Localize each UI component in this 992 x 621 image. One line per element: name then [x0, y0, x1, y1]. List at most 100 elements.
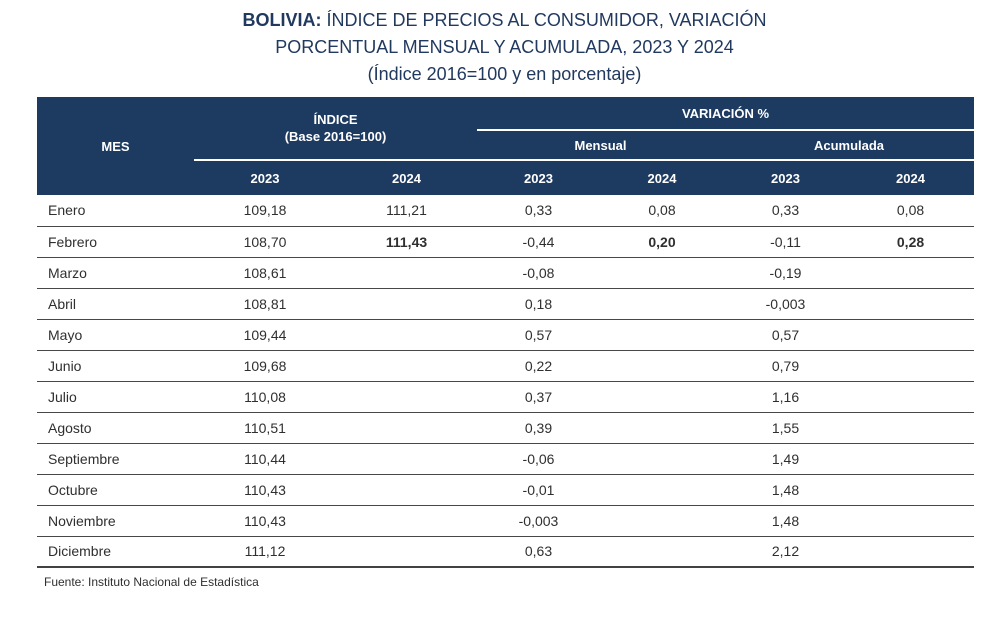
table-row: Agosto 110,51 0,39 1,55: [37, 412, 975, 444]
col-header-indice-2024: 2024: [336, 160, 477, 195]
title-country-label: BOLIVIA:: [242, 10, 322, 30]
source-note: Fuente: Instituto Nacional de Estadístic…: [44, 575, 259, 589]
table-row: Abril 108,81 0,18 -0,003: [37, 288, 975, 320]
col-header-indice-base: (Base 2016=100): [284, 129, 387, 144]
table-row: Diciembre 111,12 0,63 2,12: [37, 536, 975, 568]
table-row: Noviembre 110,43 -0,003 1,48: [37, 505, 975, 537]
cell-mes: Mayo: [37, 319, 194, 351]
cell-indice-2023: 111,12: [194, 536, 336, 568]
cell-indice-2024: [336, 381, 477, 413]
table-header: MES ÍNDICE (Base 2016=100) VARIACIÓN % M…: [37, 97, 975, 195]
col-header-mensual-2023: 2023: [477, 160, 600, 195]
col-header-indice: ÍNDICE (Base 2016=100): [194, 97, 477, 161]
cell-indice-2024: [336, 288, 477, 320]
cell-acumulada-2023: -0,11: [724, 226, 847, 258]
table-row: Junio 109,68 0,22 0,79: [37, 350, 975, 382]
cell-mensual-2024: 0,08: [600, 195, 724, 227]
cell-mensual-2023: -0,08: [477, 257, 600, 289]
title-line-1-text: ÍNDICE DE PRECIOS AL CONSUMIDOR, VARIACI…: [321, 10, 767, 30]
cell-indice-2024: [336, 474, 477, 506]
col-header-mes: MES: [37, 97, 194, 195]
cell-indice-2023: 108,70: [194, 226, 336, 258]
page-title: BOLIVIA: ÍNDICE DE PRECIOS AL CONSUMIDOR…: [36, 7, 973, 88]
cell-mes: Septiembre: [37, 443, 194, 475]
cell-acumulada-2024: [847, 412, 975, 444]
col-header-indice-title: ÍNDICE: [313, 112, 358, 127]
cell-indice-2023: 109,68: [194, 350, 336, 382]
cpi-table: MES ÍNDICE (Base 2016=100) VARIACIÓN % M…: [37, 97, 975, 568]
cell-indice-2024: [336, 257, 477, 289]
cell-mensual-2023: 0,18: [477, 288, 600, 320]
cell-acumulada-2024: [847, 350, 975, 382]
col-header-indice-2023: 2023: [194, 160, 336, 195]
cell-mensual-2024: [600, 536, 724, 568]
cell-acumulada-2023: 1,48: [724, 505, 847, 537]
cell-acumulada-2024: [847, 319, 975, 351]
cell-mensual-2024: [600, 443, 724, 475]
table-row: Febrero 108,70 111,43 -0,44 0,20 -0,11 0…: [37, 226, 975, 258]
cell-indice-2024: [336, 536, 477, 568]
title-line-3: (Índice 2016=100 y en porcentaje): [367, 64, 642, 84]
cell-mes: Febrero: [37, 226, 194, 258]
cell-indice-2023: 109,18: [194, 195, 336, 227]
cell-mensual-2024: [600, 474, 724, 506]
cell-acumulada-2023: 2,12: [724, 536, 847, 568]
cell-mensual-2024: [600, 412, 724, 444]
cell-mensual-2024: [600, 381, 724, 413]
cell-indice-2024: 111,43: [336, 226, 477, 258]
table-row: Enero 109,18 111,21 0,33 0,08 0,33 0,08: [37, 195, 975, 227]
cell-acumulada-2024: [847, 257, 975, 289]
cell-indice-2023: 110,43: [194, 474, 336, 506]
cell-mensual-2024: [600, 319, 724, 351]
cell-acumulada-2023: 0,79: [724, 350, 847, 382]
cell-acumulada-2024: [847, 443, 975, 475]
cell-mes: Octubre: [37, 474, 194, 506]
cell-mensual-2024: [600, 350, 724, 382]
cell-indice-2024: [336, 350, 477, 382]
page: BOLIVIA: ÍNDICE DE PRECIOS AL CONSUMIDOR…: [0, 7, 992, 621]
cell-indice-2024: [336, 412, 477, 444]
cell-acumulada-2024: [847, 381, 975, 413]
cell-acumulada-2024: [847, 505, 975, 537]
cell-acumulada-2023: 0,33: [724, 195, 847, 227]
cell-acumulada-2024: [847, 288, 975, 320]
cell-mensual-2023: -0,01: [477, 474, 600, 506]
cell-indice-2023: 110,08: [194, 381, 336, 413]
cell-mensual-2023: -0,003: [477, 505, 600, 537]
cell-acumulada-2024: [847, 474, 975, 506]
table-row: Mayo 109,44 0,57 0,57: [37, 319, 975, 351]
cell-mes: Enero: [37, 195, 194, 227]
cell-mensual-2023: 0,57: [477, 319, 600, 351]
cell-acumulada-2023: 1,55: [724, 412, 847, 444]
table-row: Marzo 108,61 -0,08 -0,19: [37, 257, 975, 289]
table-row: Octubre 110,43 -0,01 1,48: [37, 474, 975, 506]
cell-mensual-2024: [600, 505, 724, 537]
cell-mensual-2023: 0,39: [477, 412, 600, 444]
cell-mes: Noviembre: [37, 505, 194, 537]
cell-acumulada-2023: 0,57: [724, 319, 847, 351]
cell-indice-2023: 108,61: [194, 257, 336, 289]
cell-indice-2024: [336, 319, 477, 351]
cell-mensual-2024: [600, 257, 724, 289]
cell-acumulada-2024: [847, 536, 975, 568]
col-header-mensual: Mensual: [477, 130, 724, 161]
cell-indice-2024: [336, 505, 477, 537]
cell-mes: Julio: [37, 381, 194, 413]
cell-mensual-2023: 0,22: [477, 350, 600, 382]
col-header-mensual-2024: 2024: [600, 160, 724, 195]
cell-indice-2024: 111,21: [336, 195, 477, 227]
cell-mes: Abril: [37, 288, 194, 320]
cell-indice-2023: 110,43: [194, 505, 336, 537]
cell-mes: Junio: [37, 350, 194, 382]
title-line-2: PORCENTUAL MENSUAL Y ACUMULADA, 2023 Y 2…: [275, 37, 734, 57]
cell-mes: Diciembre: [37, 536, 194, 568]
cell-acumulada-2023: 1,49: [724, 443, 847, 475]
cell-acumulada-2023: -0,19: [724, 257, 847, 289]
table-body: Enero 109,18 111,21 0,33 0,08 0,33 0,08 …: [37, 195, 975, 568]
table-row: Julio 110,08 0,37 1,16: [37, 381, 975, 413]
col-header-acumulada-2023: 2023: [724, 160, 847, 195]
cell-acumulada-2023: 1,48: [724, 474, 847, 506]
cell-indice-2023: 108,81: [194, 288, 336, 320]
cell-indice-2023: 110,51: [194, 412, 336, 444]
col-header-variacion: VARIACIÓN %: [477, 97, 975, 131]
